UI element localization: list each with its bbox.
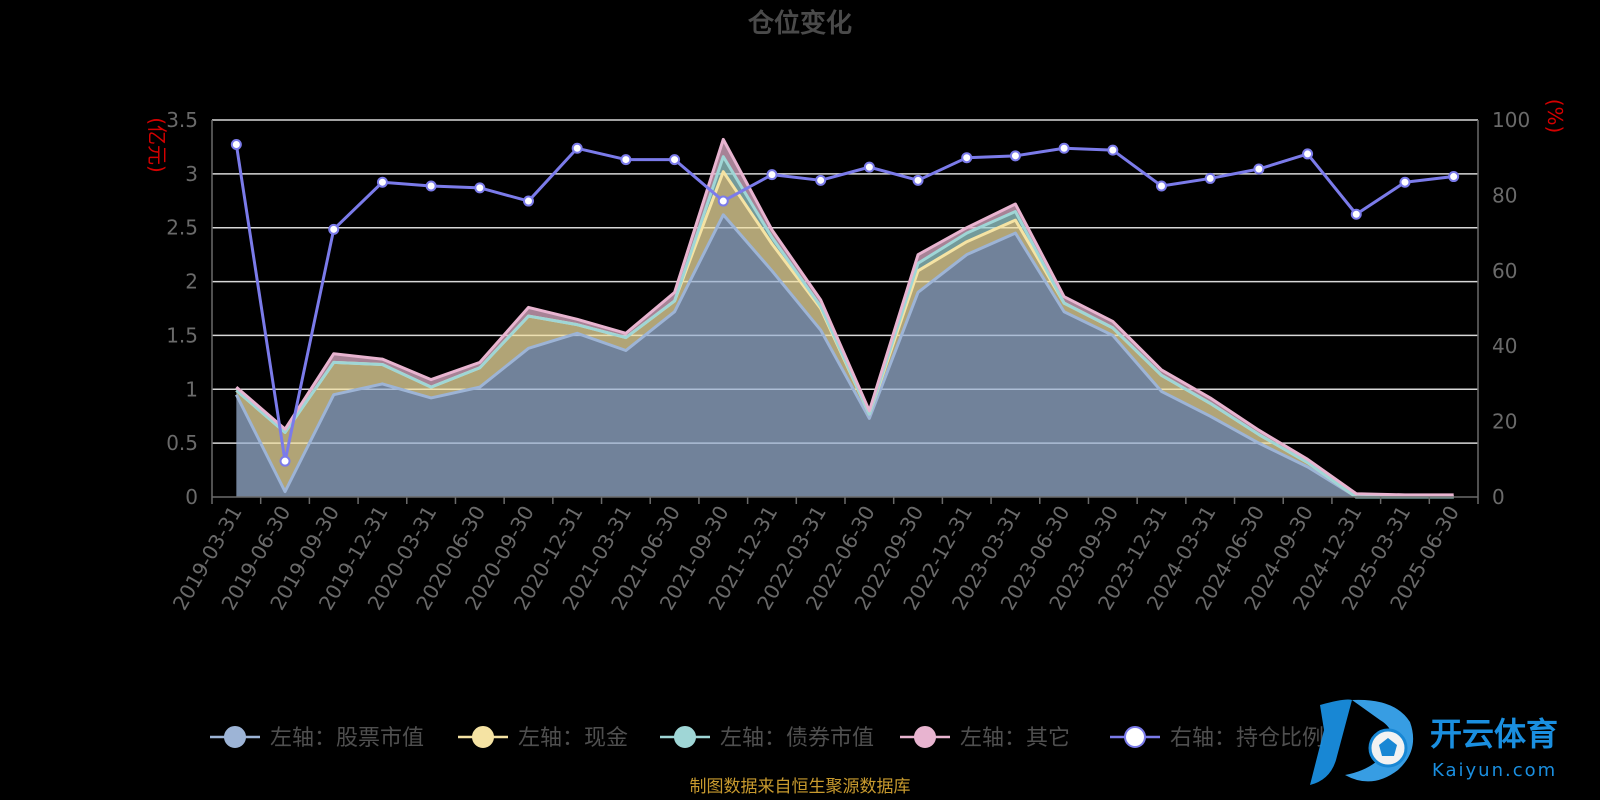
legend-label: 左轴：其它 bbox=[960, 726, 1070, 751]
ratio-point bbox=[328, 223, 340, 235]
left-tick-label: 2 bbox=[185, 270, 198, 294]
legend-marker bbox=[914, 726, 936, 748]
ratio-point bbox=[1107, 144, 1119, 156]
chart-title: 仓位变化 bbox=[747, 8, 852, 39]
ratio-point bbox=[815, 174, 827, 186]
ratio-point bbox=[474, 182, 486, 194]
ratio-point bbox=[1448, 171, 1460, 183]
ratio-line bbox=[230, 139, 1460, 467]
ratio-point bbox=[376, 176, 388, 188]
ratio-point bbox=[669, 154, 681, 166]
ratio-point bbox=[1156, 180, 1167, 192]
legend-marker bbox=[472, 726, 494, 748]
legend: 左轴：股票市值 左轴：现金 左轴：债券市值 左轴：其它 右轴：持仓比例 bbox=[210, 726, 1324, 751]
area-edge-左轴：股票市值 bbox=[235, 213, 1454, 499]
ratio-point bbox=[571, 142, 583, 154]
kaiyun-logo bbox=[1310, 699, 1414, 785]
right-axis-unit: (%) bbox=[1543, 99, 1567, 134]
ratio-point bbox=[717, 195, 729, 207]
legend-item[interactable]: 左轴：其它 bbox=[900, 726, 1070, 751]
left-tick-label: 3 bbox=[185, 162, 198, 186]
ratio-point bbox=[961, 152, 973, 164]
area-edge-左轴：债券市值 bbox=[235, 155, 1454, 499]
right-tick-label: 100 bbox=[1492, 108, 1530, 132]
ratio-point bbox=[1058, 142, 1070, 154]
ratio-point bbox=[523, 195, 534, 207]
left-tick-label: 0.5 bbox=[166, 431, 198, 455]
ratio-point bbox=[766, 169, 778, 181]
legend-label: 左轴：债券市值 bbox=[720, 726, 874, 751]
legend-marker bbox=[674, 726, 696, 748]
right-tick-label: 60 bbox=[1492, 259, 1517, 283]
watermark: 开云体育 Kaiyun.com bbox=[1310, 699, 1558, 785]
left-axis-unit: (亿元) bbox=[145, 117, 169, 173]
data-source-note: 制图数据来自恒生聚源数据库 bbox=[690, 777, 911, 797]
ratio-point bbox=[279, 455, 291, 467]
ratio-point bbox=[230, 139, 242, 151]
legend-item[interactable]: 左轴：债券市值 bbox=[660, 726, 874, 751]
legend-marker bbox=[224, 726, 246, 748]
left-tick-label: 1 bbox=[185, 377, 198, 401]
legend-item[interactable]: 右轴：持仓比例 bbox=[1110, 726, 1324, 751]
left-tick-label: 0 bbox=[185, 485, 198, 509]
legend-item[interactable]: 左轴：股票市值 bbox=[210, 726, 424, 751]
area-左轴：股票市值 bbox=[236, 214, 1454, 497]
right-tick-label: 0 bbox=[1492, 485, 1505, 509]
legend-label: 右轴：持仓比例 bbox=[1170, 726, 1324, 751]
watermark-name: 开云体育 bbox=[1430, 715, 1558, 753]
ratio-point bbox=[620, 154, 632, 166]
right-tick-label: 80 bbox=[1492, 183, 1517, 207]
ratio-point bbox=[1009, 150, 1021, 162]
left-tick-label: 2.5 bbox=[166, 216, 198, 240]
stacked-areas bbox=[235, 137, 1454, 499]
ratio-polyline bbox=[234, 144, 1454, 463]
ratio-point bbox=[425, 180, 437, 192]
ratio-point bbox=[1253, 163, 1265, 175]
legend-item[interactable]: 左轴：现金 bbox=[458, 726, 628, 751]
legend-marker bbox=[1124, 726, 1146, 748]
legend-label: 左轴：股票市值 bbox=[270, 726, 424, 751]
watermark-domain: Kaiyun.com bbox=[1432, 760, 1557, 781]
left-tick-label: 3.5 bbox=[166, 108, 198, 132]
left-tick-label: 1.5 bbox=[166, 323, 198, 347]
right-tick-label: 40 bbox=[1492, 334, 1517, 358]
ratio-point bbox=[1399, 176, 1411, 188]
ratio-point bbox=[1302, 148, 1314, 160]
right-tick-label: 20 bbox=[1492, 410, 1517, 434]
legend-label: 左轴：现金 bbox=[518, 726, 628, 751]
ratio-point bbox=[1350, 208, 1362, 220]
ratio-point bbox=[912, 174, 924, 186]
ratio-point bbox=[863, 161, 875, 173]
area-edge-左轴：其它 bbox=[235, 137, 1454, 497]
ratio-point bbox=[1204, 172, 1216, 184]
